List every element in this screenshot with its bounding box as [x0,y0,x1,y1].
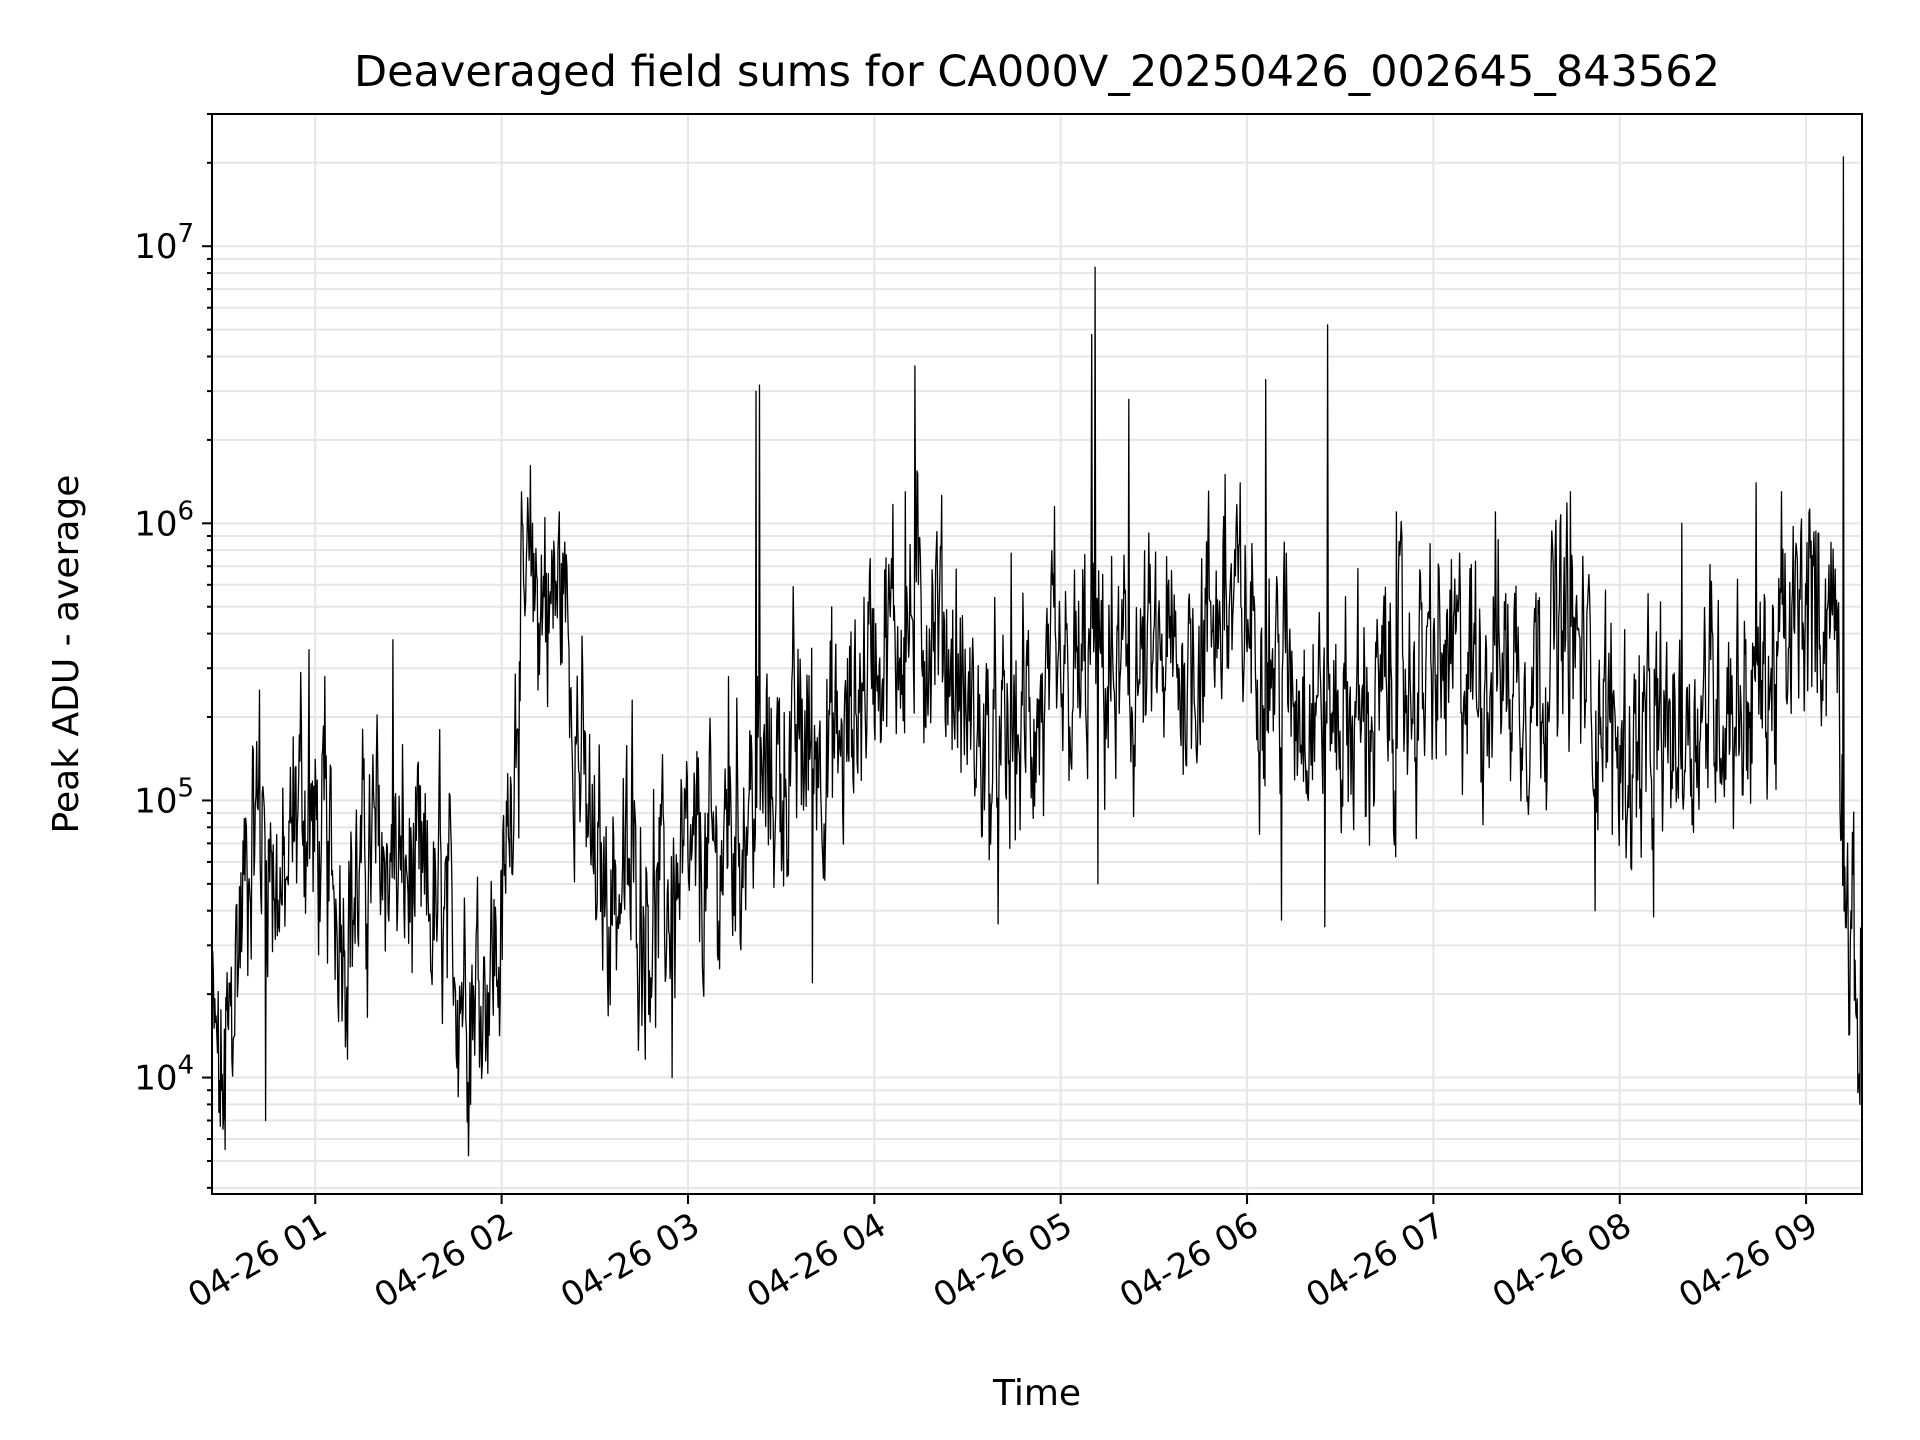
y-axis-label: Peak ADU - average [46,475,87,834]
plot-area [211,156,1863,1157]
x-axis-label: Time [992,1373,1081,1414]
y-tick-label: 105 [134,773,194,821]
plot-frame [211,113,1863,1195]
y-tick-label: 107 [134,219,194,267]
series-line [211,156,1863,1157]
chart-title: Deaveraged field sums for CA000V_2025042… [354,47,1720,97]
y-tick-label: 104 [134,1051,194,1099]
y-tick-label: 106 [134,496,194,544]
